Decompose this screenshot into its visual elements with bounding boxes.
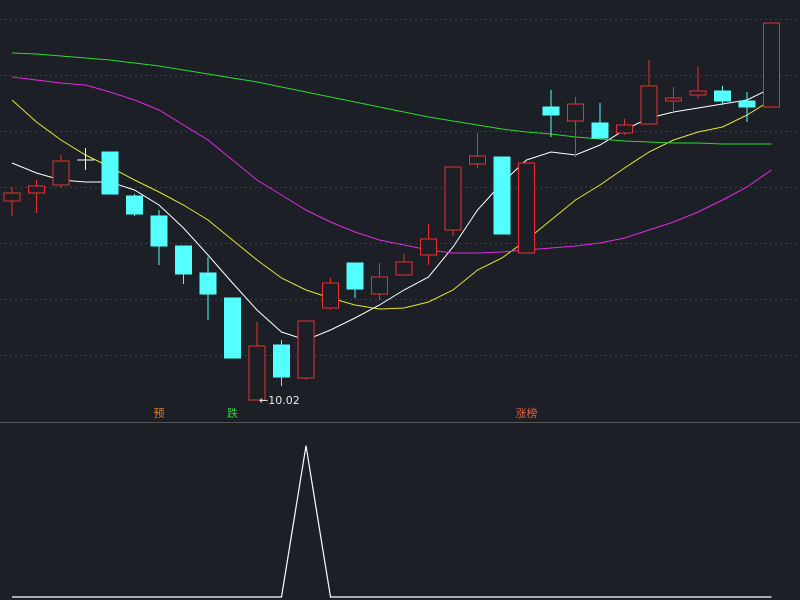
ma-line <box>11 52 772 145</box>
indicator-line <box>12 445 772 598</box>
candle-body <box>738 100 756 108</box>
candle-body <box>3 192 21 202</box>
candle-body <box>248 345 266 401</box>
candle-body <box>714 90 731 102</box>
candle-body <box>52 160 70 186</box>
candle-body <box>395 261 413 276</box>
candle-body <box>101 151 119 195</box>
candle-body <box>640 85 658 125</box>
low-marker: ←10.02 <box>259 394 300 407</box>
candle-body <box>224 297 241 359</box>
ma-line <box>11 99 772 310</box>
candle-body <box>518 162 535 254</box>
candle-body <box>28 185 45 194</box>
candle-body <box>763 22 780 108</box>
candle-body <box>273 344 290 378</box>
signal-label: 预 <box>154 407 165 420</box>
candle-body <box>567 103 584 122</box>
candle-body <box>493 156 511 235</box>
candle-body <box>175 245 192 275</box>
candle-body <box>346 262 364 290</box>
candle-body <box>297 320 315 379</box>
candle-body <box>420 238 437 256</box>
candle-body <box>371 276 388 295</box>
candle-body <box>591 122 609 139</box>
candle-body <box>322 282 339 309</box>
candle-body <box>665 97 682 102</box>
candle-body <box>542 106 560 116</box>
candle-body <box>469 155 486 165</box>
candle-body <box>616 124 633 134</box>
candle-body <box>689 90 707 96</box>
candle-body <box>150 215 168 247</box>
ma-line <box>11 76 772 254</box>
signal-label: 跌 <box>227 406 238 420</box>
candle-body <box>199 272 217 295</box>
signal-label: 涨榜 <box>516 406 538 420</box>
candle-body <box>444 166 462 231</box>
candle-body <box>126 195 143 215</box>
